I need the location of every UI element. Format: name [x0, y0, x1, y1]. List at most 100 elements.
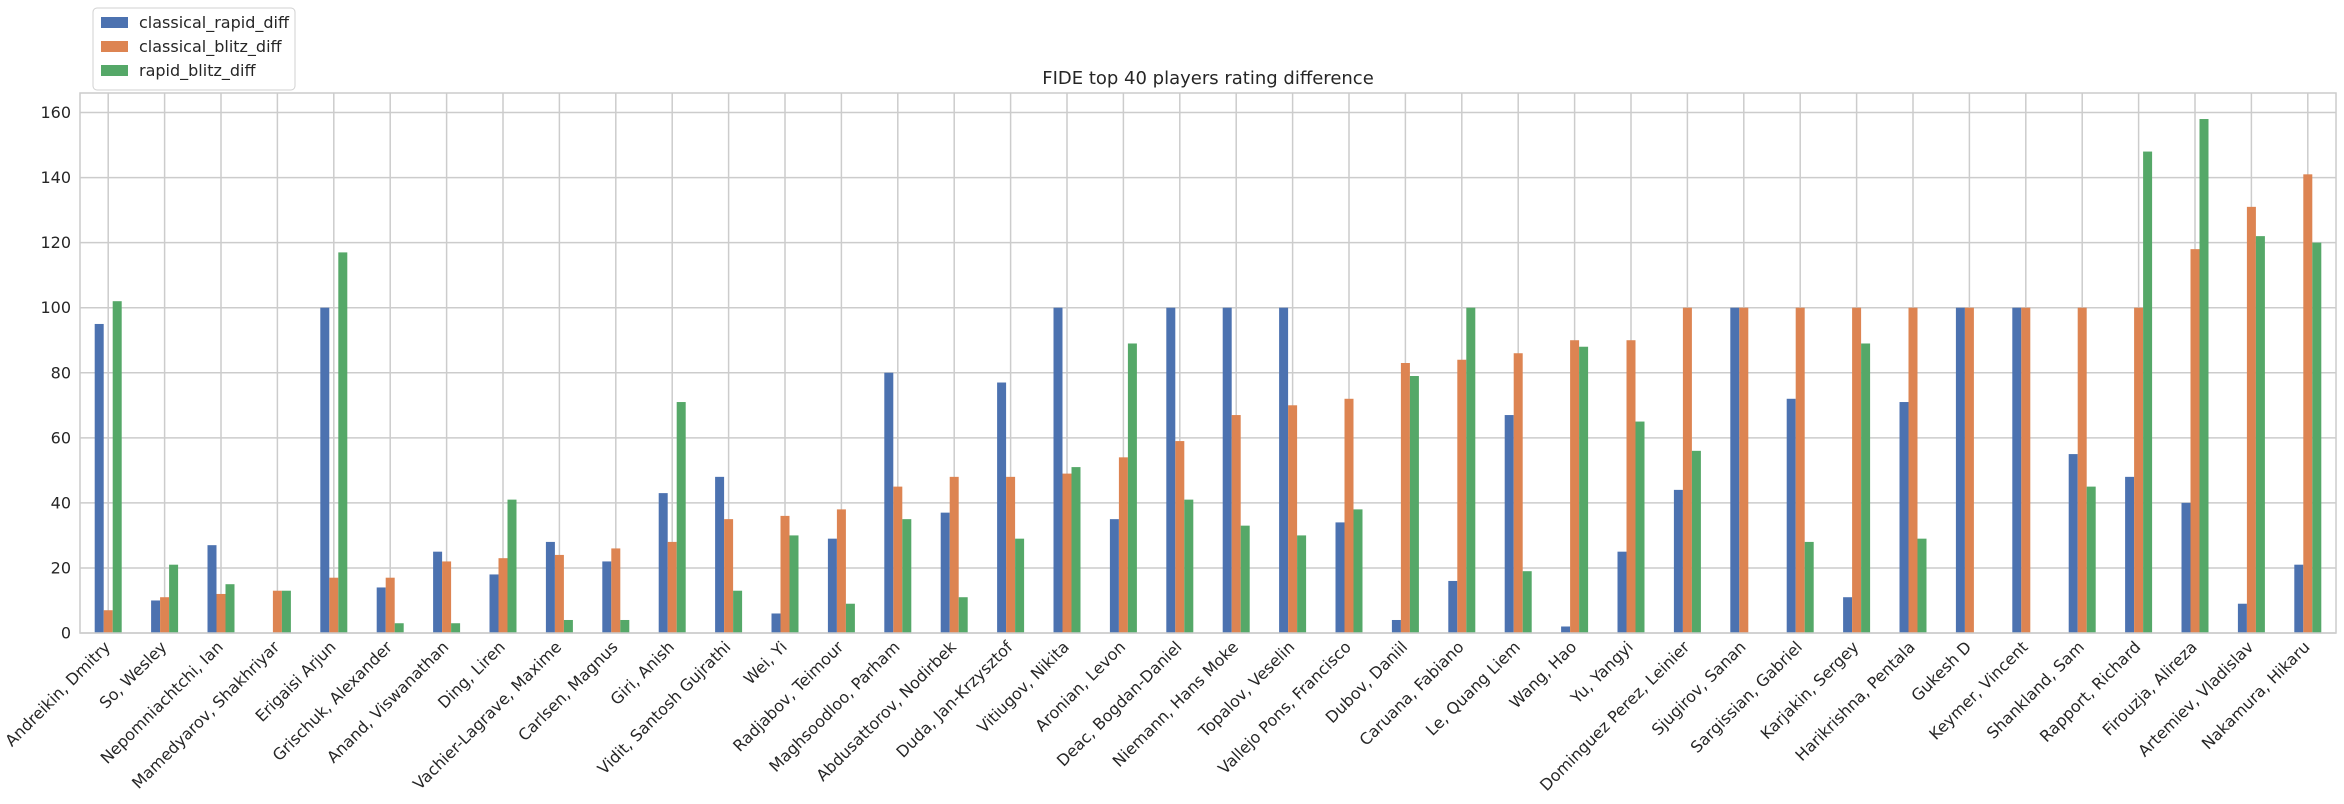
legend: classical_rapid_diff classical_blitz_diff…	[92, 7, 296, 91]
bar-classical_rapid_diff	[1843, 597, 1853, 633]
bar-rapid_blitz_diff	[451, 623, 461, 633]
bar-classical_rapid_diff	[2181, 502, 2191, 633]
bar-classical_blitz_diff	[103, 610, 113, 633]
bar-classical_blitz_diff	[2303, 174, 2313, 633]
legend-swatch	[101, 17, 128, 28]
bar-classical_rapid_diff	[602, 561, 612, 633]
bar-rapid_blitz_diff	[1861, 343, 1871, 633]
bar-classical_blitz_diff	[1400, 363, 1410, 633]
bar-rapid_blitz_diff	[2255, 236, 2265, 634]
bar-classical_rapid_diff	[1673, 489, 1683, 633]
bar-classical_rapid_diff	[1391, 619, 1401, 633]
bar-classical_blitz_diff	[611, 548, 621, 633]
bar-classical_blitz_diff	[385, 577, 395, 633]
bar-classical_rapid_diff	[2237, 603, 2247, 633]
legend-label: classical_rapid_diff	[139, 13, 290, 33]
bar-classical_blitz_diff	[1682, 307, 1692, 633]
bar-rapid_blitz_diff	[169, 564, 179, 633]
bar-rapid_blitz_diff	[112, 301, 122, 633]
y-tick-label: 0	[61, 624, 71, 643]
bar-classical_rapid_diff	[151, 600, 161, 633]
bar-classical_rapid_diff	[2068, 454, 2078, 633]
bar-rapid_blitz_diff	[281, 590, 291, 633]
bar-classical_rapid_diff	[94, 323, 104, 633]
bar-rapid_blitz_diff	[1522, 571, 1532, 633]
bar-classical_rapid_diff	[320, 307, 330, 633]
bar-classical_blitz_diff	[442, 561, 452, 633]
bar-classical_rapid_diff	[715, 476, 725, 633]
plot-frame	[79, 92, 2337, 634]
bar-classical_blitz_diff	[2021, 307, 2031, 633]
legend-swatch	[101, 65, 128, 76]
bar-classical_blitz_diff	[498, 558, 508, 633]
bar-rapid_blitz_diff	[2086, 486, 2096, 633]
bar-rapid_blitz_diff	[1917, 538, 1927, 633]
bar-classical_rapid_diff	[376, 587, 386, 633]
bar-classical_rapid_diff	[2125, 476, 2135, 633]
bar-classical_blitz_diff	[667, 541, 677, 633]
bar-classical_rapid_diff	[1448, 580, 1458, 633]
bar-classical_rapid_diff	[940, 512, 950, 633]
bar-classical_blitz_diff	[2246, 206, 2256, 634]
bar-classical_rapid_diff	[1053, 307, 1063, 633]
y-tick-labels: 0 20 40 60 80 100 120 140 160	[40, 103, 71, 642]
bar-classical_blitz_diff	[554, 554, 564, 633]
bar-classical_rapid_diff	[489, 574, 499, 633]
bar-classical_blitz_diff	[160, 597, 170, 633]
bar-classical_rapid_diff	[1899, 402, 1909, 633]
bar-classical_rapid_diff	[2294, 564, 2304, 633]
legend-swatch	[101, 41, 128, 52]
bar-classical_rapid_diff	[433, 551, 443, 633]
bar-classical_blitz_diff	[329, 577, 339, 633]
bar-rapid_blitz_diff	[394, 623, 404, 633]
bar-classical_blitz_diff	[2134, 307, 2144, 633]
bar-classical_blitz_diff	[1457, 359, 1467, 633]
bar-rapid_blitz_diff	[676, 402, 686, 633]
y-tick-label: 140	[40, 168, 71, 187]
bar-classical_rapid_diff	[884, 372, 894, 633]
bar-classical_blitz_diff	[1513, 353, 1523, 633]
legend-box	[92, 7, 296, 91]
bar-classical_rapid_diff	[2012, 307, 2022, 633]
bar-rapid_blitz_diff	[845, 603, 855, 633]
bar-classical_rapid_diff	[1279, 307, 1289, 633]
bar-rapid_blitz_diff	[1353, 509, 1363, 633]
bar-rapid_blitz_diff	[1579, 346, 1589, 633]
bar-rapid_blitz_diff	[563, 619, 573, 633]
y-tick-label: 40	[51, 493, 71, 512]
y-tick-label: 80	[51, 363, 71, 382]
bar-rapid_blitz_diff	[1804, 541, 1814, 633]
bar-rapid_blitz_diff	[2143, 151, 2153, 634]
bar-classical_blitz_diff	[1175, 441, 1185, 633]
bar-classical_rapid_diff	[1955, 307, 1965, 633]
bar-rapid_blitz_diff	[1240, 525, 1250, 633]
bar-rapid_blitz_diff	[1127, 343, 1137, 633]
chart-title: FIDE top 40 players rating difference	[1042, 68, 1374, 89]
bar-classical_blitz_diff	[1964, 307, 1974, 633]
bar-classical_rapid_diff	[1504, 415, 1514, 633]
bar-classical_blitz_diff	[1231, 415, 1241, 633]
bar-classical_blitz_diff	[1288, 405, 1298, 633]
bar-classical_rapid_diff	[207, 545, 217, 633]
bar-classical_rapid_diff	[827, 538, 837, 633]
y-tick-label: 120	[40, 233, 71, 252]
bar-classical_blitz_diff	[1062, 473, 1072, 633]
bar-classical_blitz_diff	[1118, 457, 1128, 633]
bar-classical_blitz_diff	[2077, 307, 2087, 633]
bar-rapid_blitz_diff	[620, 619, 630, 633]
bar-classical_blitz_diff	[1739, 307, 1749, 633]
legend-label: classical_blitz_diff	[139, 37, 283, 57]
bar-rapid_blitz_diff	[2312, 242, 2322, 633]
y-tick-label: 100	[40, 298, 71, 317]
legend-label: rapid_blitz_diff	[139, 61, 256, 81]
bar-classical_blitz_diff	[1626, 340, 1636, 633]
bar-rapid_blitz_diff	[733, 590, 743, 633]
bar-rapid_blitz_diff	[1297, 535, 1307, 633]
bar-classical_rapid_diff	[1730, 307, 1740, 633]
bar-rapid_blitz_diff	[902, 519, 912, 633]
bar-classical_rapid_diff	[1166, 307, 1176, 633]
bar-classical_blitz_diff	[2190, 249, 2200, 633]
bar-rapid_blitz_diff	[1071, 467, 1081, 633]
bar-rapid_blitz_diff	[338, 252, 348, 633]
